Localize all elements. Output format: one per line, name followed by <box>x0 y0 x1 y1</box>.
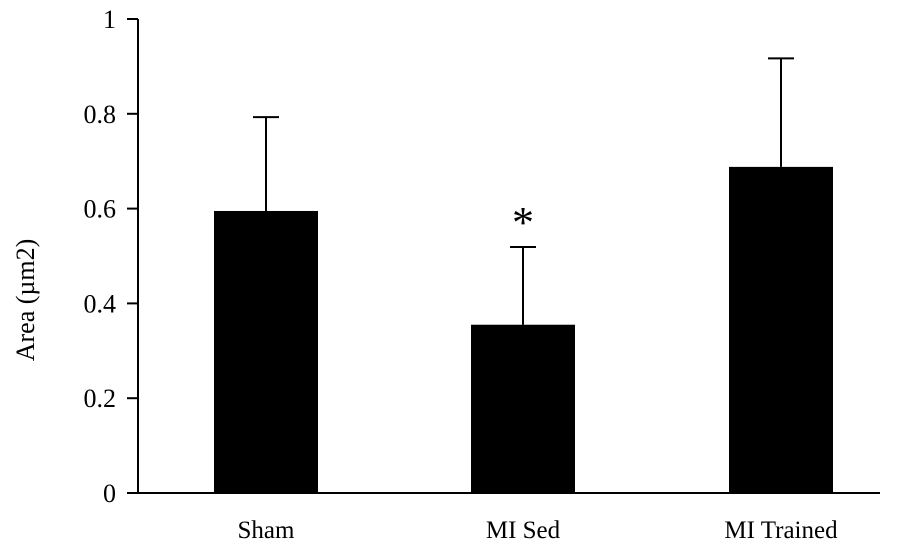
y-tick-label: 0.8 <box>84 100 117 129</box>
bar-mi-trained <box>729 166 833 493</box>
y-ticks: 0 0.2 0.4 0.6 0.8 1 <box>84 5 138 508</box>
x-category-label: Sham <box>238 517 296 544</box>
y-tick-label: 0.6 <box>84 195 117 224</box>
bars <box>214 166 833 493</box>
y-tick-label: 0.2 <box>84 384 117 413</box>
bar-sham <box>214 210 318 493</box>
annotations: * <box>512 198 534 247</box>
error-bars <box>253 57 794 325</box>
x-labels: Sham MI Sed MI Trained <box>238 517 839 544</box>
significance-marker: * <box>512 198 534 247</box>
bar-mi-sed <box>471 324 575 493</box>
y-axis-title: Area (µm2) <box>11 239 40 362</box>
y-tick-label: 0.4 <box>84 289 117 318</box>
y-tick-label: 0 <box>103 479 116 508</box>
x-category-label: MI Trained <box>724 517 838 544</box>
x-category-label: MI Sed <box>486 517 561 544</box>
y-tick-label: 1 <box>103 5 116 34</box>
